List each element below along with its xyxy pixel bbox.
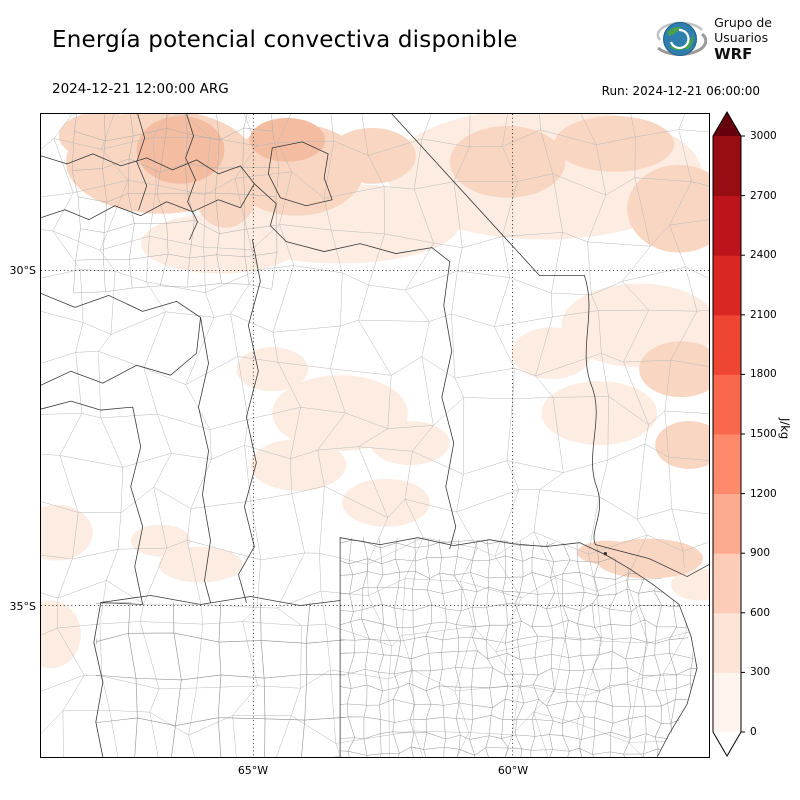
- colorbar-tick-label: 3000: [750, 130, 777, 142]
- colorbar-tick-label: 1800: [750, 368, 777, 381]
- buenos-aires-city-marker: [603, 551, 608, 556]
- lon-label-65w: 65°W: [237, 764, 269, 777]
- colorbar-ramp: [712, 111, 745, 757]
- lon-label-60w: 60°W: [497, 764, 529, 777]
- logo-text-line3: WRF: [714, 45, 753, 64]
- lat-label-35s: 35°S: [9, 600, 36, 613]
- colorbar-tick-label: 600: [750, 606, 771, 619]
- colorbar-tick-label: 1500: [750, 428, 777, 440]
- colorbar-tick-label: 300: [750, 666, 771, 679]
- colorbar-tick-label: 0: [750, 726, 757, 738]
- colorbar-tick-label: 900: [750, 547, 771, 560]
- wrf-logo-text: Grupo de Usuarios WRF: [714, 15, 772, 64]
- latlon-gridlines: [41, 114, 709, 757]
- lat-label-30s: 30°S: [9, 264, 36, 277]
- colorbar-tick-label: 1200: [750, 487, 777, 500]
- department-boundaries: [41, 114, 709, 757]
- colorbar-tick-label: 2400: [750, 249, 777, 262]
- colorbar-unit-label: J/kg: [778, 418, 792, 440]
- page-title: Energía potencial convectiva disponible: [52, 27, 518, 53]
- colorbar-tick-label: 2100: [750, 308, 777, 321]
- map-canvas: [41, 114, 709, 757]
- province-boundaries: [41, 114, 709, 757]
- colorbar-tick-label: 2700: [750, 189, 777, 202]
- map-frame: [40, 113, 710, 758]
- wrf-logo: Grupo de Usuarios WRF: [653, 12, 772, 66]
- wrf-globe-icon: [656, 21, 708, 56]
- run-time-label: Run: 2024-12-21 06:00:00: [601, 84, 760, 98]
- colorbar: 0 300 600 900 1200 1500 1800 2100 2400 2700 3000 J…: [712, 110, 800, 772]
- valid-time-label: 2024-12-21 12:00:00 ARG: [52, 81, 229, 97]
- colorbar-ticks: 0 300 600 900 1200 1500 1800 2100 2400 2700 3000: [750, 110, 796, 772]
- logo-text-line1: Grupo de: [714, 14, 772, 30]
- cape-shading: [41, 114, 709, 669]
- logo-text-line2: Usuarios: [714, 29, 769, 45]
